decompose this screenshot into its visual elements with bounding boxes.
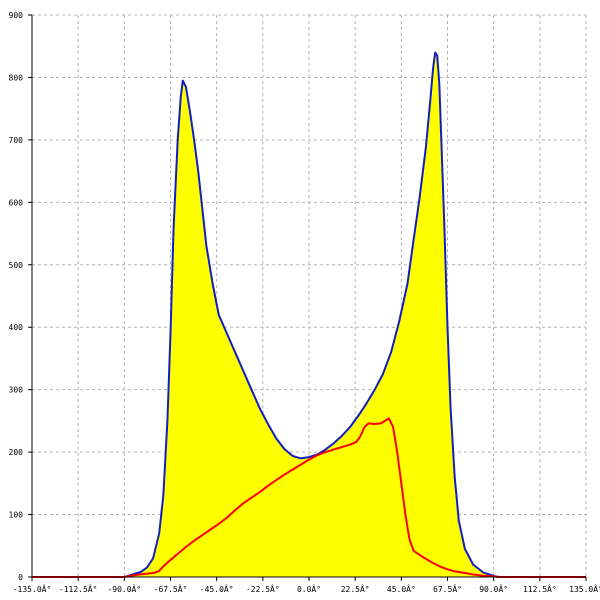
x-tick-label: -67.5Â° (154, 583, 188, 594)
y-tick-label: 300 (9, 386, 24, 395)
series-line-1 (32, 417, 586, 578)
tick-labels: -135.0Â° -112.5Â° -90.0Â° -67.5Â° -45.0Â° -22… (9, 11, 600, 594)
y-tick-label: 0 (18, 573, 23, 582)
x-tick-label: 22.5Â° (341, 583, 370, 594)
y-tick-label: 400 (9, 323, 24, 332)
x-tick-label: 135.0Â° (569, 583, 600, 594)
series-line-0 (32, 51, 586, 578)
x-tick-label: 67.5Â° (433, 583, 462, 594)
x-tick-label: -22.5Â° (246, 583, 280, 594)
series-area-0 (32, 52, 586, 577)
x-tick-label: 90.0Â° (479, 583, 508, 594)
x-tick-label: 0.0Â° (297, 583, 321, 594)
x-tick-label: -135.0Â° (13, 583, 52, 594)
series-layer (32, 51, 586, 578)
y-tick-label: 900 (9, 11, 24, 20)
y-tick-label: 500 (9, 261, 24, 270)
x-tick-label: -90.0Â° (107, 583, 141, 594)
y-tick-label: 800 (9, 73, 24, 82)
y-tick-label: 700 (9, 136, 24, 145)
x-tick-label: 45.0Â° (387, 583, 416, 594)
x-tick-label: -112.5Â° (59, 583, 98, 594)
y-tick-label: 100 (9, 511, 24, 520)
y-tick-label: 600 (9, 198, 24, 207)
y-tick-label: 200 (9, 448, 24, 457)
axes (28, 14, 587, 581)
x-tick-label: -45.0Â° (200, 583, 234, 594)
x-tick-label: 112.5Â° (523, 583, 557, 594)
